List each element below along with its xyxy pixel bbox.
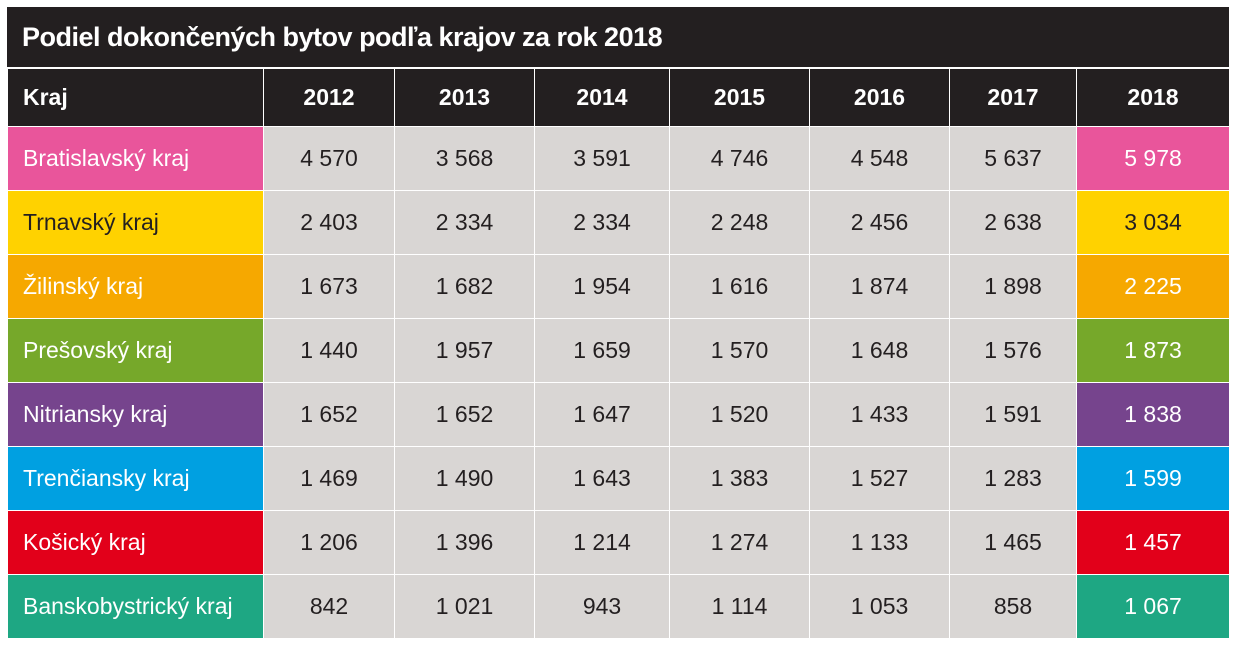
region-name-cell: Prešovský kraj [7, 318, 264, 383]
table-row: Žilinský kraj 1 673 1 682 1 954 1 616 1 874 1 … [7, 254, 1230, 319]
value-cell: 842 [263, 574, 395, 639]
value-cell: 4 746 [669, 126, 810, 191]
value-cell: 1 133 [809, 510, 950, 575]
column-header-year: 2015 [669, 68, 810, 127]
header-row: Kraj 2012 2013 2014 2015 2016 2017 2018 [7, 68, 1230, 127]
value-cell: 3 591 [534, 126, 670, 191]
value-cell: 1 874 [809, 254, 950, 319]
table-title: Podiel dokončených bytov podľa krajov za… [7, 7, 1229, 67]
value-cell-highlighted: 2 225 [1076, 254, 1230, 319]
value-cell-highlighted: 3 034 [1076, 190, 1230, 255]
value-cell: 2 638 [949, 190, 1077, 255]
region-name-cell: Košický kraj [7, 510, 264, 575]
value-cell: 1 383 [669, 446, 810, 511]
table-row: Bratislavský kraj 4 570 3 568 3 591 4 746 4 5… [7, 126, 1230, 191]
value-cell: 5 637 [949, 126, 1077, 191]
value-cell: 1 214 [534, 510, 670, 575]
value-cell: 1 682 [394, 254, 535, 319]
value-cell: 1 469 [263, 446, 395, 511]
value-cell: 1 465 [949, 510, 1077, 575]
value-cell: 2 334 [534, 190, 670, 255]
value-cell: 1 957 [394, 318, 535, 383]
value-cell: 1 520 [669, 382, 810, 447]
value-cell: 3 568 [394, 126, 535, 191]
value-cell: 1 274 [669, 510, 810, 575]
column-header-year: 2016 [809, 68, 950, 127]
value-cell: 1 652 [263, 382, 395, 447]
value-cell: 1 053 [809, 574, 950, 639]
value-cell-highlighted: 1 873 [1076, 318, 1230, 383]
table-row: Košický kraj 1 206 1 396 1 214 1 274 1 133 1 4… [7, 510, 1230, 575]
region-name-cell: Žilinský kraj [7, 254, 264, 319]
region-name-cell: Trenčiansky kraj [7, 446, 264, 511]
value-cell: 2 334 [394, 190, 535, 255]
value-cell: 1 616 [669, 254, 810, 319]
value-cell: 2 456 [809, 190, 950, 255]
value-cell: 1 570 [669, 318, 810, 383]
value-cell: 1 648 [809, 318, 950, 383]
value-cell: 1 206 [263, 510, 395, 575]
region-name-cell: Banskobystrický kraj [7, 574, 264, 639]
value-cell-highlighted: 1 838 [1076, 382, 1230, 447]
column-header-year: 2018 [1076, 68, 1230, 127]
value-cell: 1 898 [949, 254, 1077, 319]
value-cell-highlighted: 1 067 [1076, 574, 1230, 639]
column-header-year: 2013 [394, 68, 535, 127]
value-cell: 1 114 [669, 574, 810, 639]
value-cell: 2 403 [263, 190, 395, 255]
column-header-year: 2012 [263, 68, 395, 127]
table-row: Trenčiansky kraj 1 469 1 490 1 643 1 383 1 52… [7, 446, 1230, 511]
table-row: Trnavský kraj 2 403 2 334 2 334 2 248 2 456 2 … [7, 190, 1230, 255]
data-table: Kraj 2012 2013 2014 2015 2016 2017 2018 Bratis… [7, 68, 1230, 639]
table-row: Banskobystrický kraj 842 1 021 943 1 114 1 05… [7, 574, 1230, 639]
value-cell-highlighted: 5 978 [1076, 126, 1230, 191]
value-cell-highlighted: 1 599 [1076, 446, 1230, 511]
column-header-year: 2014 [534, 68, 670, 127]
value-cell-highlighted: 1 457 [1076, 510, 1230, 575]
region-name-cell: Nitriansky kraj [7, 382, 264, 447]
value-cell: 1 659 [534, 318, 670, 383]
value-cell: 1 652 [394, 382, 535, 447]
value-cell: 1 591 [949, 382, 1077, 447]
value-cell: 943 [534, 574, 670, 639]
value-cell: 858 [949, 574, 1077, 639]
table-body: Bratislavský kraj 4 570 3 568 3 591 4 746 4 5… [7, 126, 1230, 639]
value-cell: 2 248 [669, 190, 810, 255]
value-cell: 1 490 [394, 446, 535, 511]
region-name-cell: Bratislavský kraj [7, 126, 264, 191]
value-cell: 1 021 [394, 574, 535, 639]
value-cell: 1 954 [534, 254, 670, 319]
column-header-region: Kraj [7, 68, 264, 127]
value-cell: 1 673 [263, 254, 395, 319]
table-figure: Podiel dokončených bytov podľa krajov za… [7, 7, 1230, 648]
value-cell: 4 548 [809, 126, 950, 191]
region-name-cell: Trnavský kraj [7, 190, 264, 255]
value-cell: 1 440 [263, 318, 395, 383]
table-row: Prešovský kraj 1 440 1 957 1 659 1 570 1 648 1… [7, 318, 1230, 383]
value-cell: 4 570 [263, 126, 395, 191]
value-cell: 1 283 [949, 446, 1077, 511]
column-header-year: 2017 [949, 68, 1077, 127]
table-row: Nitriansky kraj 1 652 1 652 1 647 1 520 1 433… [7, 382, 1230, 447]
value-cell: 1 433 [809, 382, 950, 447]
value-cell: 1 576 [949, 318, 1077, 383]
value-cell: 1 643 [534, 446, 670, 511]
value-cell: 1 527 [809, 446, 950, 511]
value-cell: 1 396 [394, 510, 535, 575]
value-cell: 1 647 [534, 382, 670, 447]
